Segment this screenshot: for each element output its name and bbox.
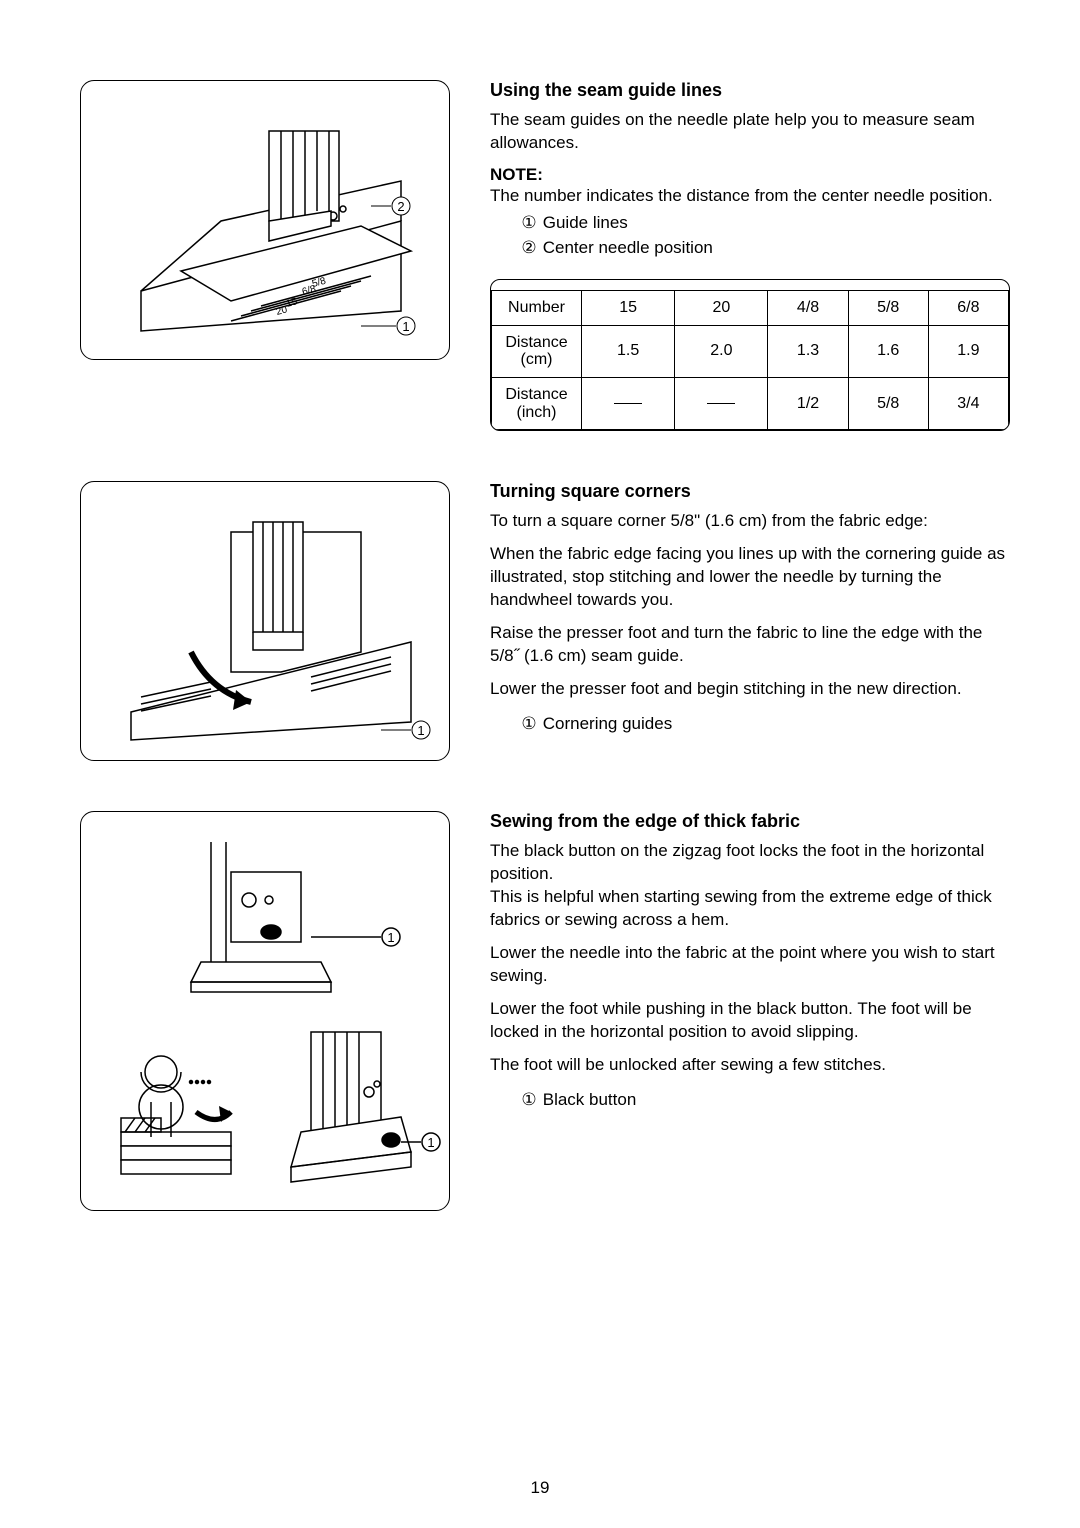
table-row: Distance(inch) 1/2 5/8 3/4 [492,378,1009,430]
callout-num-icon: ① [520,1087,538,1113]
section-thick-fabric: 1 [80,811,1010,1211]
callout-4: ① Black button [520,1087,1010,1113]
callout-3: ① Cornering guides [520,711,1010,737]
th: 15 [582,290,675,325]
s2-p4: Lower the presser foot and begin stitchi… [490,678,1010,701]
th: 5/8 [848,290,928,325]
row-label: Distance(inch) [492,378,582,430]
distance-table-wrap: Number 15 20 4/8 5/8 6/8 Distance(cm) 1.… [490,279,1010,431]
seam-guide-illustration-svg: 5/8 6/8 15 20 2 1 [81,81,451,361]
note-label: NOTE: [490,165,1010,185]
page-number: 19 [0,1478,1080,1498]
row-label: Distance(cm) [492,325,582,377]
corner-illustration-svg: 1 [81,482,451,762]
cell [675,378,768,430]
svg-text:2: 2 [397,199,404,214]
s3-p4: Lower the foot while pushing in the blac… [490,998,1010,1044]
s3-p1: The black button on the zigzag foot lock… [490,840,1010,886]
cell: 1.6 [848,325,928,377]
section1-heading: Using the seam guide lines [490,80,1010,101]
th: 6/8 [928,290,1008,325]
s2-p1: To turn a square corner 5/8" (1.6 cm) fr… [490,510,1010,533]
cell: 3/4 [928,378,1008,430]
callout-text: Guide lines [543,213,628,232]
section-turning-corners: 1 Turning square corners To turn a squar… [80,481,1010,761]
svg-text:1: 1 [427,1135,434,1150]
section3-heading: Sewing from the edge of thick fabric [490,811,1010,832]
s3-p3: Lower the needle into the fabric at the … [490,942,1010,988]
illustration-1: 5/8 6/8 15 20 2 1 [80,80,450,360]
s3-p2: This is helpful when starting sewing fro… [490,886,1010,932]
s2-p3: Raise the presser foot and turn the fabr… [490,622,1010,668]
illustration-2-wrap: 1 [80,481,450,761]
section-seam-guides: 5/8 6/8 15 20 2 1 Using the seam guide l… [80,80,1010,431]
th: 20 [675,290,768,325]
callout-text: Cornering guides [543,714,672,733]
cell: 1.5 [582,325,675,377]
svg-text:1: 1 [417,723,424,738]
distance-table: Number 15 20 4/8 5/8 6/8 Distance(cm) 1.… [491,290,1009,430]
illustration-1-wrap: 5/8 6/8 15 20 2 1 [80,80,450,431]
cell: 1.9 [928,325,1008,377]
svg-text:1: 1 [387,930,394,945]
table-row: Distance(cm) 1.5 2.0 1.3 1.6 1.9 [492,325,1009,377]
cell: 1.3 [768,325,848,377]
section1-intro: The seam guides on the needle plate help… [490,109,1010,155]
svg-text:1: 1 [402,319,409,334]
s2-p2: When the fabric edge facing you lines up… [490,543,1010,612]
section1-text: Using the seam guide lines The seam guid… [490,80,1010,431]
section2-text: Turning square corners To turn a square … [490,481,1010,761]
thick-fabric-illustration-svg: 1 [81,812,451,1212]
illustration-3-wrap: 1 [80,811,450,1211]
callout-num-icon: ① [520,711,538,737]
s3-p5: The foot will be unlocked after sewing a… [490,1054,1010,1077]
th: 4/8 [768,290,848,325]
callout-text: Black button [543,1090,637,1109]
illustration-2: 1 [80,481,450,761]
table-row: Number 15 20 4/8 5/8 6/8 [492,290,1009,325]
callout-text: Center needle position [543,238,713,257]
section2-heading: Turning square corners [490,481,1010,502]
cell [582,378,675,430]
callout-num-icon: ② [520,235,538,261]
cell: 5/8 [848,378,928,430]
callout-num-icon: ① [520,210,538,236]
note-text: The number indicates the distance from t… [490,185,1010,208]
th-number: Number [492,290,582,325]
section3-text: Sewing from the edge of thick fabric The… [490,811,1010,1211]
illustration-3: 1 [80,811,450,1211]
callout-1: ① Guide lines [520,210,1010,236]
callout-2: ② Center needle position [520,235,1010,261]
cell: 2.0 [675,325,768,377]
cell: 1/2 [768,378,848,430]
